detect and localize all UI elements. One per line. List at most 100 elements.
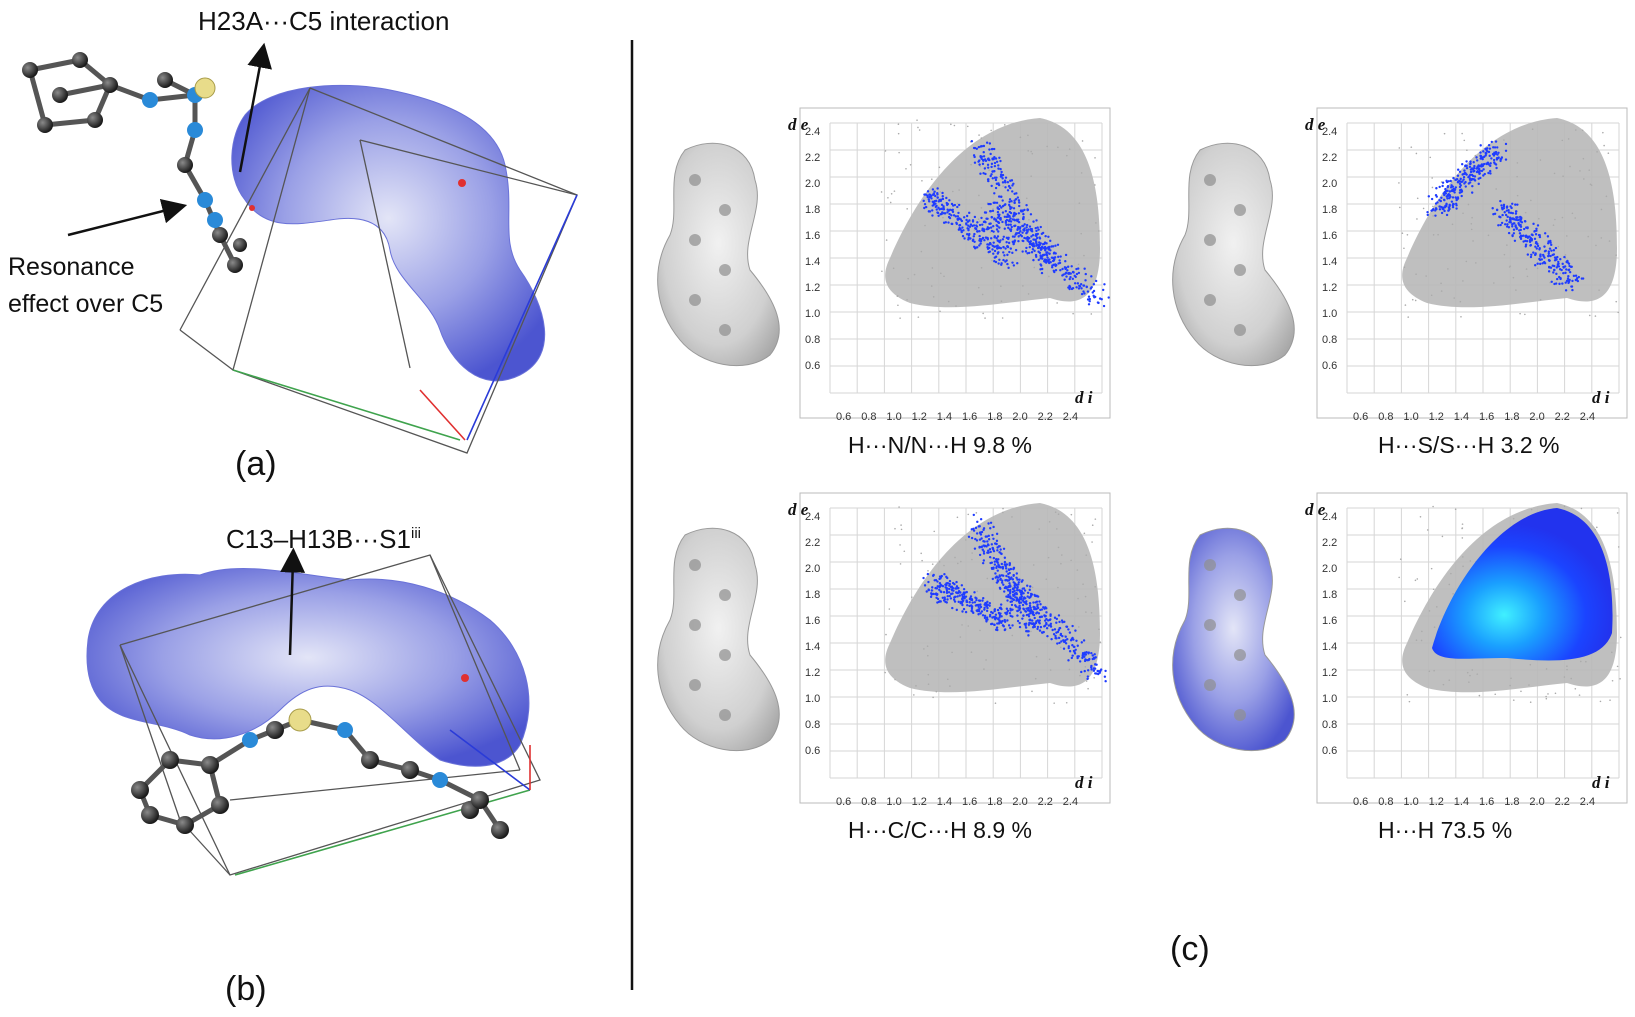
y-tick-label: 2.0: [805, 563, 820, 575]
unit-cell-b: [119, 554, 541, 876]
x-tick-label: 1.0: [1403, 411, 1418, 423]
x-tick-label: 1.8: [987, 411, 1002, 423]
annotation-resonance-line2: effect over C5: [8, 290, 163, 318]
axis-label-di: d i: [1075, 388, 1093, 407]
y-tick-label: 1.0: [805, 308, 820, 320]
scatter-blue-hn: [922, 139, 1110, 308]
x-tick-label: 2.2: [1555, 411, 1570, 423]
y-tick-label: 0.8: [805, 719, 820, 731]
arrow-h23a-c5: [238, 42, 272, 173]
atoms-a: [22, 52, 247, 273]
x-tick-label: 0.8: [1378, 411, 1393, 423]
panel-label-a: (a): [235, 445, 277, 483]
atom-dot: [1204, 559, 1216, 571]
x-tick-label: 2.4: [1580, 796, 1595, 808]
y-tick-label: 1.6: [1322, 615, 1337, 627]
x-tick-label: 2.0: [1012, 796, 1027, 808]
y-tick-label: 1.2: [1322, 667, 1337, 679]
y-tick-label: 2.2: [805, 537, 820, 549]
y-tick-label: 1.6: [805, 615, 820, 627]
atom-dot: [719, 709, 731, 721]
y-tick-label: 1.4: [1322, 256, 1337, 268]
x-tick-label: 1.4: [937, 796, 952, 808]
y-tick-label: 2.0: [805, 178, 820, 190]
y-tick-label: 0.6: [1322, 745, 1337, 757]
x-tick-label: 1.6: [1479, 796, 1494, 808]
panel-b: C13–H13B···S1iii (b): [86, 524, 541, 1008]
y-tick-label: 2.0: [1322, 178, 1337, 190]
atom-dot: [1204, 679, 1216, 691]
x-tick-label: 2.2: [1555, 796, 1570, 808]
hirshfeld-blob-hn: [657, 142, 780, 367]
y-tick-label: 0.8: [805, 334, 820, 346]
y-tick-label: 2.2: [805, 152, 820, 164]
x-tick-label: 2.4: [1063, 796, 1078, 808]
annotation-c13-h13b-s1: C13–H13B···S1iii: [226, 524, 421, 554]
y-tick-label: 0.8: [1322, 719, 1337, 731]
x-tick-label: 1.0: [886, 411, 901, 423]
x-tick-label: 0.6: [836, 796, 851, 808]
x-tick-label: 2.2: [1038, 796, 1053, 808]
x-tick-label: 0.6: [1353, 411, 1368, 423]
x-tick-label: 1.2: [912, 796, 927, 808]
annotation-h23a-c5: H23A···C5 interaction: [198, 6, 449, 36]
y-tick-label: 1.2: [1322, 282, 1337, 294]
x-tick-label: 1.0: [1403, 796, 1418, 808]
x-tick-label: 0.8: [861, 796, 876, 808]
unit-cell-a: [179, 87, 578, 454]
x-tick-label: 1.2: [1429, 796, 1444, 808]
atom-dot: [719, 324, 731, 336]
y-tick-label: 1.4: [805, 641, 820, 653]
y-tick-label: 1.4: [805, 256, 820, 268]
y-tick-label: 0.6: [1322, 360, 1337, 372]
y-tick-label: 2.2: [1322, 152, 1337, 164]
x-tick-label: 0.6: [836, 411, 851, 423]
x-tick-label: 0.8: [1378, 796, 1393, 808]
panel-a: H23A···C5 interaction Resonance effect o…: [8, 6, 578, 483]
x-tick-label: 1.4: [1454, 796, 1469, 808]
x-tick-label: 1.2: [1429, 411, 1444, 423]
fingerprint-panel-hh: 2.4 2.2 2.0 1.8 1.6 1.4 1.2 1.0 0.8 0.6 0.6 0.8 1.0 1…: [1172, 492, 1628, 843]
fingerprint-label-hc: H···C/C···H 8.9 %: [848, 817, 1032, 843]
x-tick-label: 1.8: [1504, 796, 1519, 808]
hirshfeld-blob-hc: [657, 527, 780, 752]
atom-dot: [1204, 619, 1216, 631]
hirshfeld-surface-b: [86, 568, 530, 767]
x-tick-label: 2.0: [1529, 796, 1544, 808]
x-tick-label: 2.0: [1012, 411, 1027, 423]
fingerprint-panel-hc: 2.4 2.2 2.0 1.8 1.6 1.4 1.2 1.0 0.8 0.6 0.6 0.8 1.0 1…: [657, 492, 1111, 843]
atom-dot: [1204, 234, 1216, 246]
panel-c: 2.4 2.2 2.0 1.8 1.6 1.4 1.2 1.0 0.8 0.6 0.6 0.8 1.0 1…: [657, 107, 1628, 843]
panel-label-c: (c): [1170, 930, 1210, 968]
y-tick-label: 2.0: [1322, 563, 1337, 575]
y-tick-label: 1.0: [805, 693, 820, 705]
atom-dot: [1204, 174, 1216, 186]
y-tick-label: 2.4: [805, 511, 820, 523]
annotation-resonance-line1: Resonance: [8, 253, 134, 281]
x-tick-label: 1.6: [1479, 411, 1494, 423]
x-tick-label: 1.6: [962, 796, 977, 808]
fingerprint-label-hh: H···H 73.5 %: [1378, 817, 1512, 843]
hirshfeld-blob-hs: [1172, 142, 1295, 367]
x-tick-label: 0.6: [1353, 796, 1368, 808]
axis-label-de: d e: [788, 115, 809, 134]
y-tick-label: 1.0: [1322, 693, 1337, 705]
axis-label-di: d i: [1075, 773, 1093, 792]
fingerprint-label-hn: H···N/N···H 9.8 %: [848, 432, 1032, 458]
y-tick-label: 2.4: [1322, 126, 1337, 138]
hirshfeld-surface-a: [231, 84, 546, 382]
panel-label-b: (b): [225, 970, 267, 1008]
fingerprint-label-hs: H···S/S···H 3.2 %: [1378, 432, 1559, 458]
atom-dot: [1234, 204, 1246, 216]
y-tick-label: 0.6: [805, 360, 820, 372]
x-tick-label: 1.6: [962, 411, 977, 423]
axis-label-de: d e: [1305, 500, 1326, 519]
axis-label-de: d e: [788, 500, 809, 519]
scatter-blue-hh: [1432, 508, 1613, 661]
fingerprint-panel-hn: 2.4 2.2 2.0 1.8 1.6 1.4 1.2 1.0 0.8 0.6 0.6 0.8 1.0 1…: [657, 107, 1111, 458]
atom-dot: [719, 649, 731, 661]
axis-label-di: d i: [1592, 388, 1610, 407]
axis-label-de: d e: [1305, 115, 1326, 134]
x-tick-label: 1.2: [912, 411, 927, 423]
atom-dot: [689, 679, 701, 691]
